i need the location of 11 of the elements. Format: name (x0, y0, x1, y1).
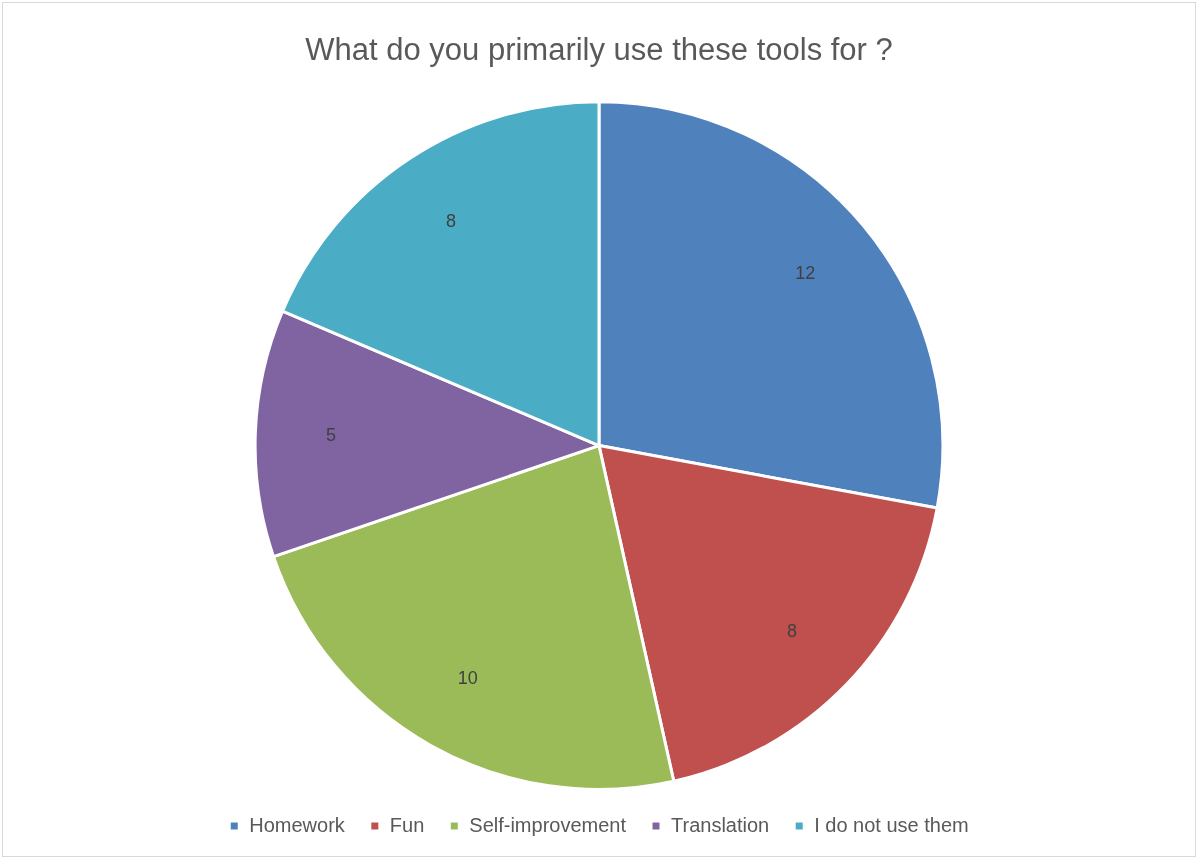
legend-label: I do not use them (814, 813, 969, 836)
legend-label: Homework (249, 813, 346, 836)
data-label: 8 (787, 620, 798, 641)
data-label: 8 (445, 210, 456, 231)
data-label: 10 (457, 668, 478, 689)
data-label: 5 (325, 424, 336, 445)
data-label: 12 (795, 262, 816, 283)
legend-label: Self-improvement (469, 813, 627, 836)
legend-label: Fun (389, 813, 425, 836)
legend-label: Translation (671, 813, 770, 836)
chart-title: What do you primarily use these tools for ? (305, 32, 893, 68)
